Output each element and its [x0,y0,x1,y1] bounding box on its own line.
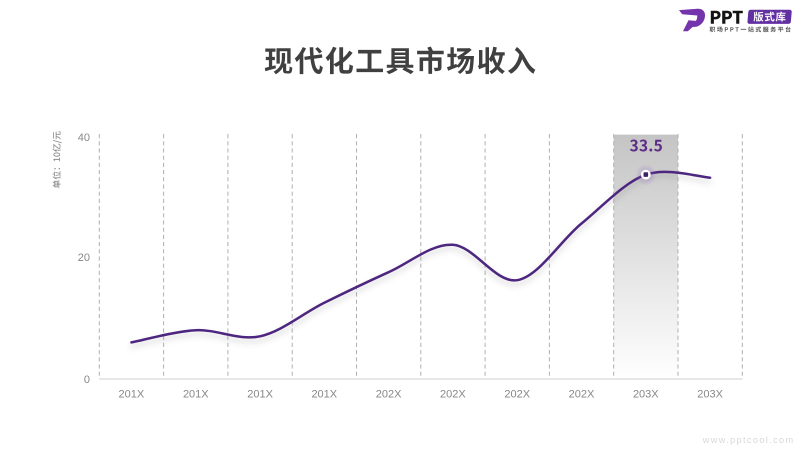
svg-text:202X: 202X [440,389,466,401]
svg-text:202X: 202X [569,389,595,401]
svg-text:203X: 203X [633,389,659,401]
svg-text:www.pptcool.com: www.pptcool.com [702,435,795,445]
svg-text:202X: 202X [504,389,530,401]
svg-text:202X: 202X [376,389,402,401]
svg-text:40: 40 [78,132,90,144]
svg-text:20: 20 [78,252,90,264]
svg-text:203X: 203X [697,389,723,401]
svg-text:201X: 201X [119,389,145,401]
svg-text:201X: 201X [183,389,209,401]
svg-text:201X: 201X [247,389,273,401]
svg-text:0: 0 [84,374,90,386]
svg-text:201X: 201X [311,389,337,401]
